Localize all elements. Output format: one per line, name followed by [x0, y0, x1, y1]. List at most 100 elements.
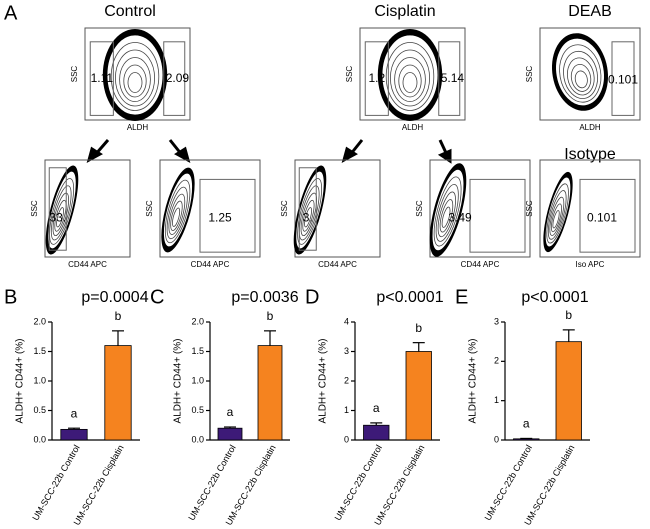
- significance-letter: b: [267, 309, 274, 323]
- contour: [549, 196, 565, 236]
- plot-frame: [539, 159, 641, 258]
- significance-letter: a: [523, 417, 530, 431]
- y-axis-label: ALDH+ CD44+ (%): [318, 338, 329, 423]
- y-tick-label: 4: [344, 316, 349, 326]
- gate-percent: 5.14: [441, 71, 465, 85]
- contour: [302, 199, 315, 232]
- panel-letter: A: [4, 2, 18, 24]
- y-axis-label: SSC: [525, 200, 534, 217]
- plot-title: DEAB: [568, 3, 612, 20]
- contour: [435, 184, 459, 242]
- x-tick-label: UM-SCC-22b Control: [333, 443, 384, 522]
- y-tick-label: 3: [344, 346, 349, 356]
- gate-percent: 0.101: [587, 210, 617, 224]
- y-axis-label: SSC: [30, 200, 39, 217]
- bar: [405, 351, 432, 441]
- contour: [574, 70, 588, 89]
- y-tick-label: 0.5: [33, 405, 46, 415]
- chart-title: p=0.0004: [81, 289, 148, 306]
- gate: [469, 178, 526, 253]
- contour: [398, 64, 422, 98]
- contour: [164, 179, 191, 244]
- contour: [54, 199, 67, 232]
- gate: [163, 41, 186, 116]
- y-tick-label: 0.0: [33, 434, 46, 444]
- contour: [552, 210, 560, 229]
- panel-letter: E: [455, 286, 468, 308]
- x-axis-label: ALDH: [127, 123, 149, 132]
- contour: [49, 178, 75, 245]
- gate: [89, 41, 114, 116]
- gate-percent: 3.: [303, 210, 313, 224]
- x-axis-label: CD44 APC: [461, 260, 500, 269]
- y-tick-label: 0.5: [191, 405, 204, 415]
- y-tick-label: 0.0: [191, 434, 204, 444]
- y-tick-label: 2.0: [191, 316, 204, 326]
- y-tick-label: 1.0: [33, 375, 46, 385]
- panel-letter: C: [150, 286, 164, 308]
- plot-frame: [539, 27, 641, 121]
- contour: [168, 193, 186, 235]
- y-tick-label: 0: [494, 434, 499, 444]
- plot-frame: [44, 159, 131, 258]
- gate-percent: 0.101: [608, 73, 638, 87]
- contour: [123, 64, 147, 98]
- plot-frame: [429, 159, 531, 258]
- plot-title: Control: [104, 3, 156, 20]
- gate-percent: 1.2: [368, 71, 385, 85]
- bar: [257, 345, 283, 441]
- y-tick-label: 2: [494, 356, 499, 366]
- significance-letter: b: [115, 309, 122, 323]
- x-tick-label: UM-SCC-22b Cisplatin: [522, 443, 576, 527]
- plot-title: Isotype: [564, 146, 616, 163]
- y-axis-label: ALDH+ CD44+ (%): [173, 338, 184, 423]
- y-tick-label: 1.5: [33, 346, 46, 356]
- y-axis-label: SSC: [280, 200, 289, 217]
- gate: [579, 178, 636, 253]
- contour: [402, 72, 418, 93]
- plot-title: Cisplatin: [374, 3, 435, 20]
- x-tick-label: UM-SCC-22b Control: [30, 443, 81, 522]
- contour: [437, 191, 456, 238]
- contour: [304, 207, 312, 228]
- contour: [566, 57, 595, 96]
- plot-frame: [294, 159, 381, 258]
- significance-letter: a: [71, 406, 78, 420]
- gate: [298, 167, 317, 251]
- x-axis-label: CD44 APC: [191, 260, 230, 269]
- contour: [546, 183, 569, 244]
- gate-percent: 1.25: [208, 210, 232, 224]
- contour: [544, 176, 572, 248]
- gate: [438, 41, 461, 116]
- contour: [559, 44, 602, 103]
- contour: [389, 49, 430, 107]
- y-tick-label: 1.5: [191, 346, 204, 356]
- gate: [364, 41, 389, 116]
- y-tick-label: 2.0: [33, 316, 46, 326]
- contour: [297, 178, 323, 245]
- y-tick-label: 2: [344, 375, 349, 385]
- significance-letter: a: [373, 401, 380, 415]
- contour: [300, 192, 318, 237]
- y-tick-label: 1: [494, 395, 499, 405]
- contour: [394, 57, 426, 102]
- x-axis-label: Iso APC: [576, 260, 605, 269]
- bar: [60, 428, 88, 441]
- gate: [199, 178, 256, 253]
- plot-frame: [159, 159, 261, 258]
- x-tick-label: UM-SCC-22b Cisplatin: [72, 443, 126, 527]
- y-axis-label: ALDH+ CD44+ (%): [15, 338, 26, 423]
- contour: [115, 49, 156, 107]
- chart-title: p<0.0001: [376, 289, 443, 306]
- bar: [363, 424, 390, 441]
- contour: [570, 64, 592, 92]
- contour: [385, 42, 435, 111]
- significance-letter: b: [415, 321, 422, 335]
- arrows: [86, 139, 452, 164]
- x-axis-label: CD44 APC: [68, 260, 107, 269]
- contour: [439, 199, 454, 233]
- y-tick-label: 1.0: [191, 375, 204, 385]
- significance-letter: b: [565, 308, 572, 322]
- y-axis-label: ALDH+ CD44+ (%): [468, 338, 479, 423]
